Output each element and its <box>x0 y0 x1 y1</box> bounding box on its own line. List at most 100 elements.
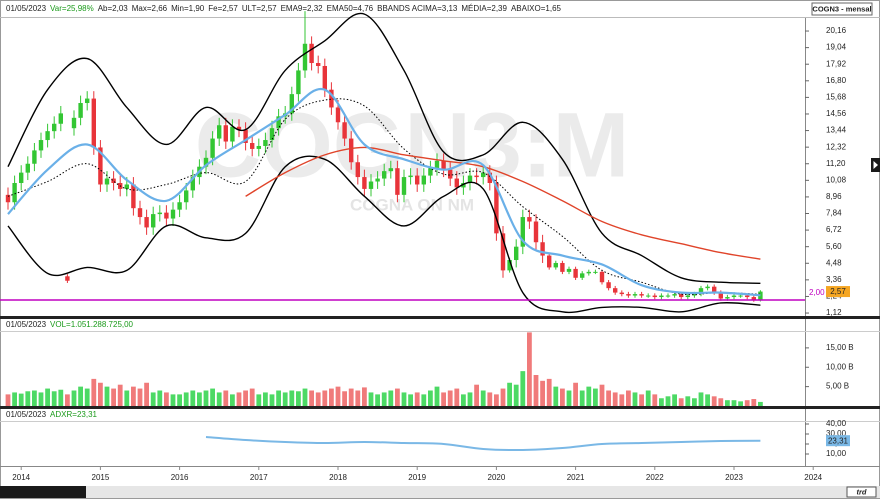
y-tick-label: 14,56 <box>826 109 847 118</box>
candle-body <box>514 246 519 261</box>
volume-bar <box>32 390 37 406</box>
volume-bar <box>645 390 651 406</box>
candle-body <box>256 145 261 149</box>
volume-bar <box>659 398 664 406</box>
candle-body <box>461 182 466 188</box>
header-item: Fe=2,57 <box>208 4 238 13</box>
indicator-line <box>7 98 761 296</box>
volume-bar <box>711 396 717 406</box>
volume-bar <box>65 394 70 406</box>
candle-body <box>448 169 453 179</box>
candle-body <box>269 128 275 141</box>
header-item: Ab=2,03 <box>98 4 129 13</box>
volume-bar <box>401 392 407 406</box>
candle-body <box>362 177 367 189</box>
candle-body <box>487 172 492 183</box>
volume-bar <box>494 394 499 406</box>
header-item: 01/05/2023 <box>6 410 47 419</box>
candle-body <box>705 286 710 289</box>
candle-body <box>540 242 545 256</box>
candle-body <box>91 98 96 148</box>
y-tick-label: 5,00 B <box>826 382 849 391</box>
volume-bar <box>309 390 314 406</box>
panel-header: 01/05/2023 ADXR=23,31 <box>6 410 98 419</box>
volume-bar <box>315 392 321 406</box>
volume-bar <box>197 392 202 406</box>
volume-bar <box>500 388 506 406</box>
candle-body <box>250 143 255 149</box>
candle-body <box>329 89 334 108</box>
candle-body <box>646 295 651 297</box>
volume-bar <box>573 382 578 406</box>
candle-body <box>78 103 83 118</box>
candle-body <box>731 295 737 298</box>
volume-bar <box>131 386 136 406</box>
volume-bar <box>38 392 44 406</box>
plot-layer: 01/05/2023 Var=25,98% Ab=2,03 Max=2,66 Min=1… <box>0 4 854 482</box>
candle-body <box>580 273 585 278</box>
volume-bar <box>230 394 235 406</box>
volume-bar <box>210 388 215 406</box>
candle-body <box>12 182 17 203</box>
candle-body <box>230 126 235 142</box>
x-tick-label: 2015 <box>92 473 110 482</box>
volume-bar <box>124 390 130 406</box>
volume-bar <box>487 392 493 406</box>
candle-body <box>725 297 730 299</box>
candle-body <box>652 295 657 298</box>
volume-bar <box>632 392 638 406</box>
volume-bar <box>414 392 420 406</box>
volume-bar <box>177 394 182 406</box>
logo: trd <box>857 487 867 496</box>
candle-body <box>217 125 222 139</box>
candle-body <box>289 94 294 114</box>
volume-bar <box>705 394 710 406</box>
candle-body <box>428 168 433 176</box>
volume-bar <box>408 394 413 406</box>
arrow-icon <box>873 161 878 169</box>
volume-bar <box>302 388 308 406</box>
volume-bar <box>144 382 149 406</box>
header-item: EMA50=4,76 <box>327 4 374 13</box>
indicator-line <box>245 146 761 260</box>
symbol-box[interactable] <box>811 2 873 16</box>
volume-bar <box>467 392 473 406</box>
y-tick-label: 15,00 B <box>826 343 854 352</box>
y-tick-label: 3,36 <box>826 275 842 284</box>
last-value-label: 23,31 <box>828 436 849 445</box>
header-item: 01/05/2023 <box>6 320 47 329</box>
x-tick-label: 2014 <box>12 473 30 482</box>
volume-bar <box>335 386 341 406</box>
volume-bar <box>12 392 17 406</box>
candle-body <box>441 160 446 170</box>
volume-bar <box>289 390 295 406</box>
candle-body <box>481 172 486 178</box>
volume-bar <box>256 394 262 406</box>
candle-body <box>65 276 70 281</box>
candle-body <box>71 117 77 129</box>
symbol: COGN3 - mensal <box>812 4 871 13</box>
volume-bar <box>117 384 123 406</box>
candle-body <box>494 182 499 234</box>
candle-body <box>408 175 413 178</box>
y-tick-label: 16,80 <box>826 76 847 85</box>
candle-body <box>368 181 374 189</box>
candle-body <box>626 294 631 296</box>
candle-body <box>421 175 426 185</box>
candle-body <box>599 271 605 283</box>
header-item: MÉDIA=2,39 <box>461 4 507 13</box>
x-tick-label: 2021 <box>567 473 585 482</box>
y-tick-label: 6,72 <box>826 225 842 234</box>
candle-body <box>738 295 743 297</box>
candle-body <box>335 107 341 123</box>
scrollbar-thumb[interactable] <box>0 486 86 498</box>
x-tick-label: 2017 <box>250 473 268 482</box>
candle-body <box>45 131 50 141</box>
volume-bar <box>520 371 526 406</box>
candle-body <box>190 177 195 191</box>
volume-bar <box>84 388 90 406</box>
candle-body <box>712 286 717 293</box>
y-tick-label: 4,48 <box>826 258 842 267</box>
last-value-box <box>826 286 850 298</box>
candle-body <box>263 140 268 146</box>
